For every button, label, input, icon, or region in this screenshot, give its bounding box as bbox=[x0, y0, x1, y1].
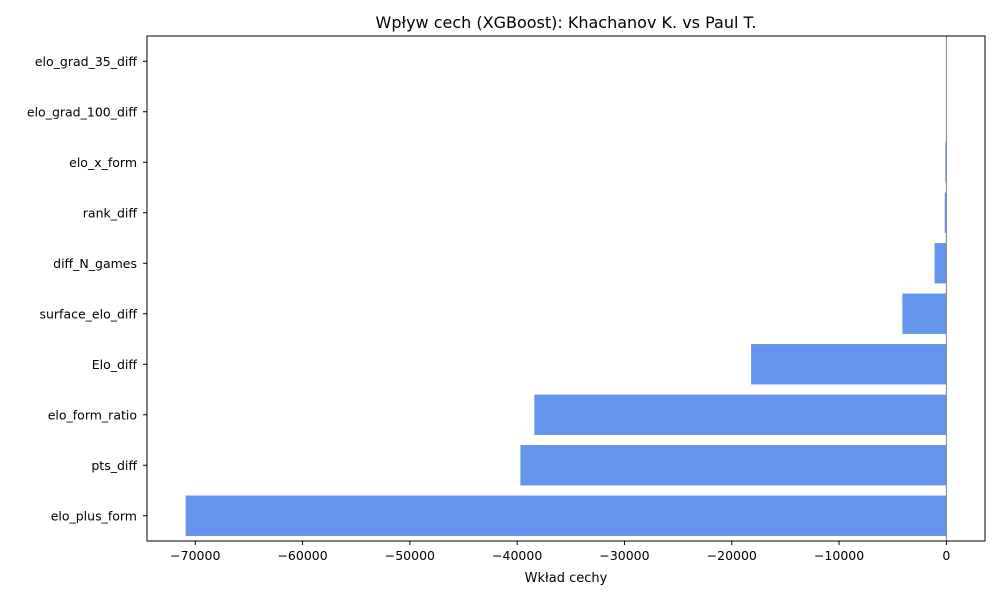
y-tick-label: elo_plus_form bbox=[51, 508, 137, 523]
x-tick-label: −70000 bbox=[170, 548, 220, 563]
x-tick-label: 0 bbox=[942, 548, 950, 563]
bar-Elo_diff bbox=[751, 344, 947, 385]
x-tick-label: −60000 bbox=[277, 548, 327, 563]
y-tick-label: Elo_diff bbox=[92, 357, 138, 372]
plot-frame bbox=[146, 35, 986, 542]
bar-rank_diff bbox=[944, 192, 947, 233]
bars-group bbox=[185, 142, 947, 536]
y-tick-label: elo_grad_100_diff bbox=[27, 104, 137, 119]
bar-diff_N_games bbox=[934, 243, 947, 284]
x-tick-label: −50000 bbox=[385, 548, 435, 563]
y-tick-label: diff_N_games bbox=[53, 256, 137, 271]
x-tick-label: −40000 bbox=[492, 548, 542, 563]
x-tick-label: −20000 bbox=[707, 548, 757, 563]
y-axis: elo_grad_35_diff elo_grad_100_diff elo_x_f… bbox=[27, 54, 147, 523]
y-tick-label: elo_form_ratio bbox=[48, 407, 137, 422]
bar-surface_elo_diff bbox=[902, 293, 947, 334]
bar-elo_plus_form bbox=[185, 495, 947, 536]
bar-pts_diff bbox=[520, 445, 947, 486]
y-tick-label: elo_grad_35_diff bbox=[35, 54, 138, 69]
x-axis-label: Wkład cechy bbox=[525, 571, 608, 586]
bar-elo_form_ratio bbox=[534, 394, 947, 435]
chart-title: Wpływ cech (XGBoost): Khachanov K. vs Pa… bbox=[376, 13, 757, 32]
y-tick-label: rank_diff bbox=[83, 205, 138, 220]
y-tick-label: pts_diff bbox=[91, 458, 137, 473]
x-tick-label: −30000 bbox=[599, 548, 649, 563]
y-tick-label: surface_elo_diff bbox=[39, 306, 137, 321]
x-axis: −70000 −60000 −50000 −40000 −30000 −20000 −100… bbox=[170, 541, 950, 563]
x-tick-label: −10000 bbox=[814, 548, 864, 563]
y-tick-label: elo_x_form bbox=[69, 155, 137, 170]
